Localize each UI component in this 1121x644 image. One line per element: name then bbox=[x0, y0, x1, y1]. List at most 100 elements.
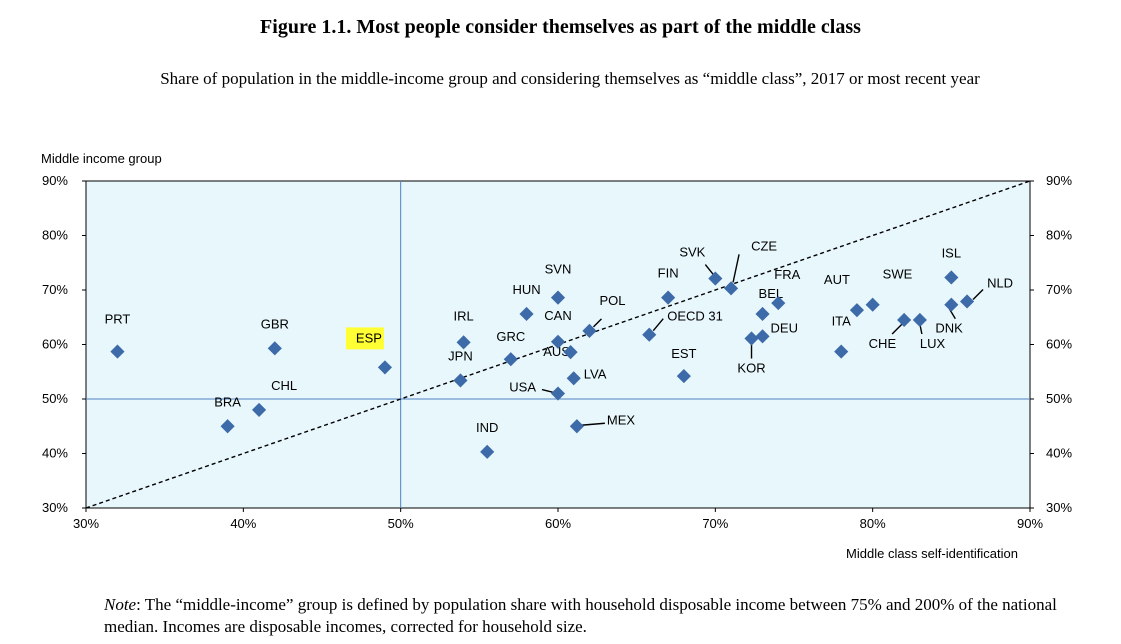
point-labels: PRT BRA CHL GBR ESP IRL JPN IND GRC HUN SVN CAN AUS U… bbox=[105, 238, 1013, 434]
note-label: Note bbox=[104, 595, 137, 614]
y-tick-label: 80% bbox=[42, 228, 68, 243]
point-label: LUX bbox=[920, 336, 946, 351]
data-point bbox=[480, 444, 495, 459]
leader-line bbox=[592, 318, 602, 328]
y-tick-label-right: 50% bbox=[1046, 391, 1072, 406]
point-label: SVK bbox=[679, 245, 705, 260]
data-point bbox=[849, 303, 865, 318]
y-tick-label-right: 80% bbox=[1046, 228, 1072, 243]
data-point bbox=[267, 341, 282, 356]
y-tick-label-right: 30% bbox=[1046, 500, 1072, 515]
data-point bbox=[676, 369, 691, 384]
point-label: AUT bbox=[824, 272, 850, 287]
point-label: OECD 31 bbox=[667, 309, 723, 324]
point-label: SWE bbox=[883, 267, 913, 282]
point-label: CHE bbox=[869, 336, 897, 351]
x-tick-label: 30% bbox=[73, 516, 99, 531]
point-label: JPN bbox=[448, 348, 473, 363]
data-point bbox=[912, 312, 927, 328]
point-label: CHL bbox=[271, 378, 297, 393]
y-tick-label-right: 90% bbox=[1046, 173, 1072, 188]
x-tick-label: 60% bbox=[545, 516, 571, 531]
leader-line bbox=[704, 264, 714, 275]
data-point bbox=[456, 335, 471, 350]
point-label: BEL bbox=[759, 286, 784, 301]
y-tick-label: 30% bbox=[42, 500, 68, 515]
y-tick-label-right: 40% bbox=[1046, 446, 1072, 461]
point-label: KOR bbox=[737, 361, 765, 376]
point-label: IND bbox=[476, 420, 498, 435]
data-point bbox=[865, 297, 880, 312]
point-label: PRT bbox=[105, 312, 131, 327]
leader-line bbox=[541, 388, 555, 394]
x-tick-label: 50% bbox=[388, 516, 414, 531]
data-point bbox=[563, 345, 578, 360]
y-tick-label: 70% bbox=[42, 282, 68, 297]
point-label: FRA bbox=[774, 267, 800, 282]
x-tick-label: 40% bbox=[230, 516, 256, 531]
point-label: IRL bbox=[453, 308, 473, 323]
figure-subtitle: Share of population in the middle-income… bbox=[160, 69, 980, 88]
data-point bbox=[582, 323, 597, 338]
data-point bbox=[220, 419, 235, 434]
point-label: AUS bbox=[543, 344, 570, 359]
point-label: EST bbox=[671, 346, 696, 361]
y-tick-label-right: 60% bbox=[1046, 337, 1072, 352]
x-tick-label: 70% bbox=[702, 516, 728, 531]
point-label: ISL bbox=[942, 245, 962, 260]
point-label: DNK bbox=[935, 321, 963, 336]
leader-line bbox=[580, 422, 605, 426]
data-point bbox=[755, 329, 770, 344]
point-label: POL bbox=[599, 293, 625, 308]
data-point bbox=[959, 294, 975, 309]
x-axis-label: Middle class self-identification bbox=[846, 546, 1018, 561]
point-label: BRA bbox=[214, 394, 241, 409]
data-point bbox=[771, 296, 786, 311]
figure-note: Note: The “middle-income” group is defin… bbox=[104, 594, 1064, 638]
point-label: SVN bbox=[545, 262, 572, 277]
point-label: LVA bbox=[584, 366, 607, 381]
point-label: GRC bbox=[496, 329, 525, 344]
data-point bbox=[453, 373, 468, 388]
leader-line bbox=[891, 323, 903, 335]
data-point bbox=[944, 297, 959, 312]
data-point bbox=[897, 312, 912, 328]
highlight-box bbox=[345, 327, 384, 350]
point-label: DEU bbox=[771, 320, 798, 335]
data-point bbox=[550, 386, 566, 401]
y-tick-label-right: 70% bbox=[1046, 282, 1072, 297]
leader-line bbox=[732, 254, 740, 283]
data-point bbox=[755, 306, 770, 322]
y-tick-label: 50% bbox=[42, 391, 68, 406]
data-point bbox=[708, 271, 723, 286]
y-tick-label: 60% bbox=[42, 337, 68, 352]
point-label: MEX bbox=[607, 412, 636, 427]
x-tick-label: 90% bbox=[1017, 516, 1043, 531]
y-tick-label: 40% bbox=[42, 446, 68, 461]
data-point bbox=[503, 352, 518, 367]
data-point bbox=[377, 360, 393, 375]
data-point bbox=[519, 306, 534, 322]
x-tick-label: 80% bbox=[860, 516, 886, 531]
data-points bbox=[110, 270, 975, 459]
data-point bbox=[723, 281, 739, 296]
leader-line bbox=[652, 318, 664, 332]
leader-line bbox=[972, 288, 984, 300]
note-text: : The “middle-income” group is defined b… bbox=[104, 595, 1057, 636]
data-point bbox=[566, 371, 581, 386]
data-point bbox=[569, 419, 584, 434]
data-point bbox=[642, 327, 657, 342]
data-point bbox=[550, 290, 566, 305]
data-point bbox=[550, 334, 566, 349]
point-label: FIN bbox=[658, 266, 679, 281]
point-label: HUN bbox=[512, 282, 540, 297]
data-point bbox=[110, 344, 125, 359]
point-label: NLD bbox=[987, 275, 1013, 290]
axes: 30% 30% 30% 40% 40% 40% 50% 50% 50% 60% 60% 60% 70% 7… bbox=[42, 173, 1072, 531]
data-point bbox=[251, 402, 267, 417]
point-label: ESP bbox=[356, 330, 382, 345]
y-tick-label: 90% bbox=[42, 173, 68, 188]
point-label: CZE bbox=[751, 238, 777, 253]
point-label: GBR bbox=[261, 316, 289, 331]
